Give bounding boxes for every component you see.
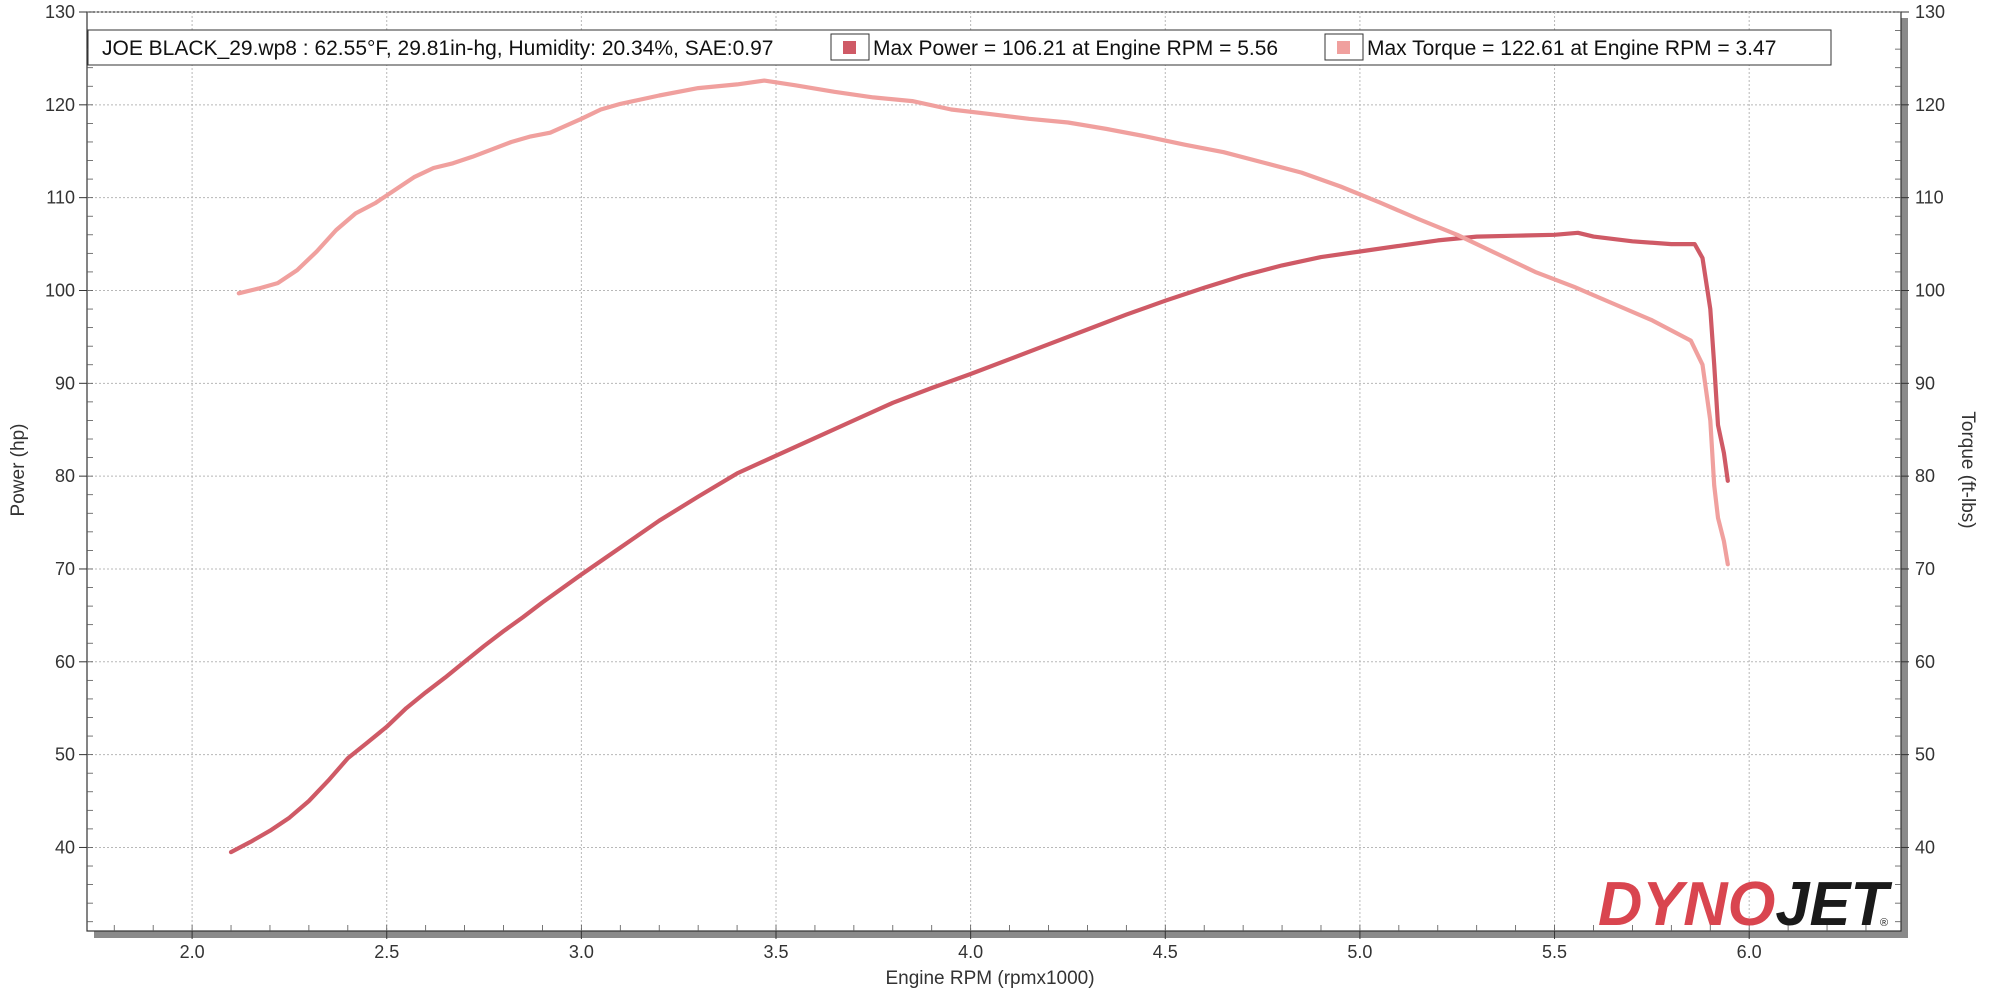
y-tick-label-left: 130 <box>45 2 75 22</box>
x-tick-label: 2.5 <box>374 942 399 962</box>
x-tick-label: 4.0 <box>958 942 983 962</box>
plot-area <box>86 11 1902 932</box>
logo-text-dyno: DYNO <box>1598 870 1775 939</box>
y-tick-label-right: 80 <box>1915 466 1935 486</box>
y-tick-label-left: 70 <box>55 559 75 579</box>
x-tick-label: 3.0 <box>569 942 594 962</box>
x-tick-label: 5.0 <box>1347 942 1372 962</box>
y-tick-label-right: 100 <box>1915 280 1945 300</box>
x-tick-label: 3.5 <box>763 942 788 962</box>
right-axis-tick-labels: 40 50 60 70 80 90 100 110 120 130 <box>1915 2 1945 857</box>
legend-torque-label: Max Torque = 122.61 at Engine RPM = 3.47 <box>1367 37 1776 60</box>
x-tick-label: 2.0 <box>180 942 205 962</box>
gridlines <box>87 11 1901 931</box>
y-tick-label-right: 90 <box>1915 373 1935 393</box>
legend-torque-swatch-fill <box>1337 41 1350 54</box>
y-tick-label-right: 130 <box>1915 2 1945 22</box>
y-tick-label-left: 100 <box>45 280 75 300</box>
legend-power-label: Max Power = 106.21 at Engine RPM = 5.56 <box>873 37 1278 60</box>
y-tick-label-left: 120 <box>45 95 75 115</box>
y-tick-label-left: 40 <box>55 837 75 857</box>
y-tick-label-left: 60 <box>55 652 75 672</box>
y-tick-label-right: 120 <box>1915 95 1945 115</box>
torque-curve <box>236 78 1730 567</box>
legend: JOE BLACK_29.wp8 : 62.55°F, 29.81in-hg, … <box>87 29 1832 66</box>
y-tick-label-right: 110 <box>1915 188 1944 208</box>
y-tick-label-right: 70 <box>1915 559 1935 579</box>
y-tick-label-left: 110 <box>46 188 75 208</box>
logo-text-jet: JET <box>1775 870 1893 939</box>
y-tick-label-left: 80 <box>55 466 75 486</box>
y-tick-label-right: 40 <box>1915 837 1935 857</box>
x-axis-tick-labels: 2.0 2.5 3.0 3.5 4.0 4.5 5.0 5.5 6.0 <box>180 942 1762 962</box>
y-tick-label-right: 50 <box>1915 745 1935 765</box>
dynojet-logo: DYNOJET ® <box>1598 870 1893 939</box>
x-tick-label: 5.5 <box>1542 942 1567 962</box>
left-axis-title: Power (hp) <box>8 424 29 517</box>
legend-box <box>87 29 1832 66</box>
minor-ticks <box>79 11 1909 939</box>
x-axis-title: Engine RPM (rpmx1000) <box>885 968 1094 989</box>
y-tick-label-right: 60 <box>1915 652 1935 672</box>
x-tick-label: 6.0 <box>1737 942 1762 962</box>
legend-file-info: JOE BLACK_29.wp8 : 62.55°F, 29.81in-hg, … <box>102 37 773 60</box>
y-tick-label-left: 90 <box>55 373 75 393</box>
power-curve <box>228 230 1730 855</box>
svg-text:DYNOJET: DYNOJET <box>1598 870 1893 939</box>
series-lines <box>228 78 1730 855</box>
registered-mark: ® <box>1880 917 1888 929</box>
x-tick-label: 4.5 <box>1153 942 1178 962</box>
right-axis-title: Torque (ft-lbs) <box>1957 411 1978 528</box>
y-tick-label-left: 50 <box>55 745 75 765</box>
left-axis-tick-labels: 40 50 60 70 80 90 100 110 120 130 <box>45 2 75 857</box>
legend-power-swatch-fill <box>843 41 856 54</box>
